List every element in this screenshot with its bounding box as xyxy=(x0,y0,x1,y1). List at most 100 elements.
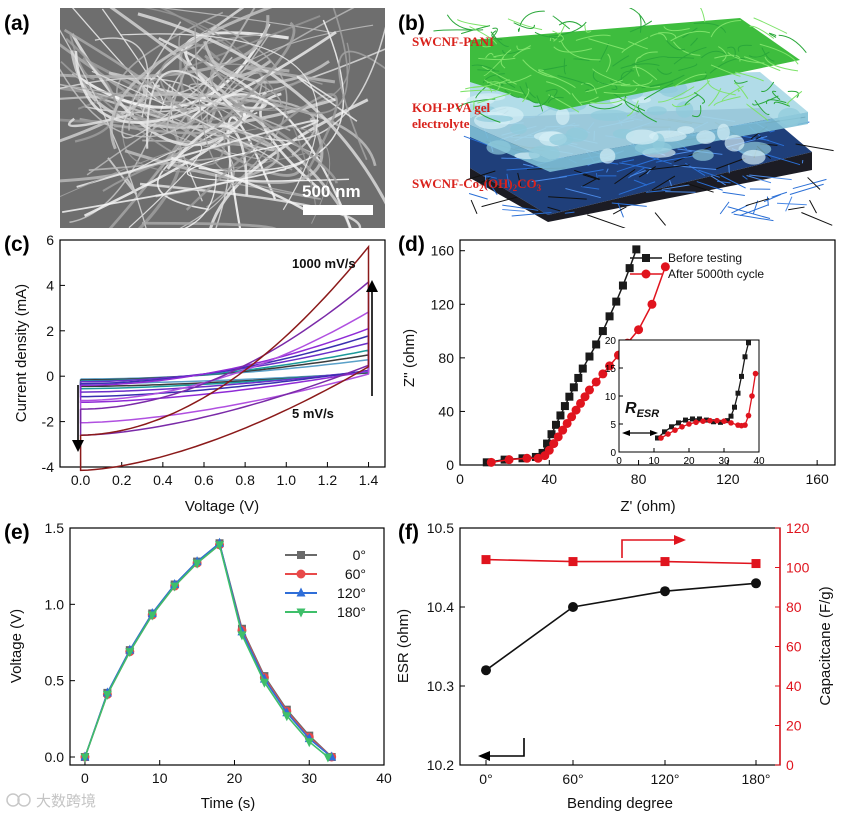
nyquist-point xyxy=(612,297,621,306)
legend-marker-e xyxy=(297,551,305,559)
pani-fiber xyxy=(472,100,475,110)
inset-point xyxy=(676,420,681,426)
sem-fiber xyxy=(128,143,203,228)
panel-label-a: (a) xyxy=(4,12,30,35)
co-fiber xyxy=(719,201,730,215)
pani-fiber xyxy=(684,94,699,106)
pani-fiber xyxy=(632,79,661,88)
x-tick-label-f: 180° xyxy=(742,771,771,787)
pani-fiber xyxy=(549,21,587,37)
plot-frame-e xyxy=(69,527,385,766)
pani-fiber xyxy=(579,96,599,103)
nyquist-point xyxy=(553,432,563,442)
inset-point xyxy=(693,419,699,426)
legend-marker-e xyxy=(296,587,306,597)
y-tick-label-right-f: 100 xyxy=(786,560,810,576)
inset-point xyxy=(679,424,685,430)
y-axis-label-d: Z'' (ohm) xyxy=(401,329,418,387)
pani-fiber xyxy=(629,20,653,33)
pani-fiber xyxy=(483,57,505,77)
sem-fiber xyxy=(121,21,233,139)
inset-point xyxy=(742,354,748,360)
pani-fiber xyxy=(754,99,770,115)
pani-fiber xyxy=(525,82,536,99)
watermark-text: 大数跨境 xyxy=(36,792,96,810)
pani-fiber xyxy=(632,66,658,81)
inset-point xyxy=(707,417,713,424)
pani-fiber xyxy=(759,43,799,65)
legend-label-e: 180° xyxy=(337,604,366,620)
co-fiber xyxy=(757,136,785,147)
y-axis-label-right-f: Capacitcane (F/g) xyxy=(817,586,834,705)
co-fiber xyxy=(606,168,609,173)
cap-axis-arrow-head xyxy=(674,535,686,545)
pani-fiber xyxy=(748,51,770,58)
panel-label-f: (f) xyxy=(398,521,419,544)
gcd-point xyxy=(282,712,292,722)
pani-fiber xyxy=(552,15,571,30)
gcd-point xyxy=(192,559,202,569)
sem-fiber xyxy=(227,98,338,184)
x-axis-label-f: Bending degree xyxy=(567,795,673,812)
pani-fiber xyxy=(478,57,516,61)
pani-fiber xyxy=(460,89,497,93)
legend-marker-circle xyxy=(641,269,651,279)
co-fiber xyxy=(766,196,769,206)
gel-texture xyxy=(717,123,730,141)
pani-fiber xyxy=(620,79,653,87)
pani-fiber xyxy=(512,47,531,58)
sem-fiber xyxy=(141,221,277,228)
sem-fiber xyxy=(61,161,304,214)
co-fiber xyxy=(746,175,772,184)
pani-fiber xyxy=(522,59,557,79)
nyquist-point xyxy=(560,402,569,411)
nyquist-point xyxy=(578,364,587,373)
y-tick-label-e: 1.0 xyxy=(45,596,65,612)
pani-fiber xyxy=(504,89,522,98)
co-fiber xyxy=(481,196,518,208)
gel-texture xyxy=(549,133,574,146)
co-fiber xyxy=(531,176,567,183)
pani-fiber xyxy=(557,75,595,89)
co-fiber xyxy=(565,188,601,199)
x-tick-label-e: 20 xyxy=(227,770,243,786)
pani-fiber xyxy=(603,87,638,95)
plot-frame-d xyxy=(459,239,836,466)
cv-loop xyxy=(79,244,370,472)
nyquist-point xyxy=(580,392,590,402)
pani-fiber xyxy=(707,79,736,96)
inset-point xyxy=(658,435,664,441)
y-tick-label-c: -2 xyxy=(42,414,55,430)
bending-point xyxy=(568,602,578,612)
nyquist-point xyxy=(569,383,578,392)
sem-fiber xyxy=(60,126,330,224)
x-tick-label-c: 0.8 xyxy=(235,472,255,488)
inset-point xyxy=(704,417,709,423)
inset-point xyxy=(721,418,727,425)
inset-point xyxy=(669,424,674,430)
co-fiber xyxy=(547,206,561,212)
sem-fiber xyxy=(194,27,255,172)
co-fiber xyxy=(564,211,575,214)
layer-label-mid-1: KOH-PVA gel xyxy=(412,100,491,115)
pani-fiber xyxy=(773,101,790,107)
pani-fiber xyxy=(674,80,710,101)
nyquist-point xyxy=(591,377,601,387)
inset-point xyxy=(752,370,759,377)
cv-loop xyxy=(79,310,370,424)
gcd-point xyxy=(102,690,112,700)
nyquist-point xyxy=(544,445,554,455)
pani-fiber xyxy=(446,14,484,31)
inset-point xyxy=(725,418,730,424)
pani-fiber xyxy=(649,74,685,88)
pani-fiber xyxy=(592,68,627,86)
gcd-line xyxy=(84,543,329,758)
pani-fiber xyxy=(737,44,752,52)
panel-f: (f) 0° 60° 120° 180° 10.2 10.3 10.4 10.5 0 20 40 60… xyxy=(395,520,834,812)
co-fiber xyxy=(484,175,497,179)
resr-arrow-left xyxy=(622,430,630,436)
legend-label-e: 60° xyxy=(345,566,366,582)
co-fiber xyxy=(466,170,496,181)
pani-fiber xyxy=(624,95,640,113)
sem-fiber xyxy=(143,8,317,209)
